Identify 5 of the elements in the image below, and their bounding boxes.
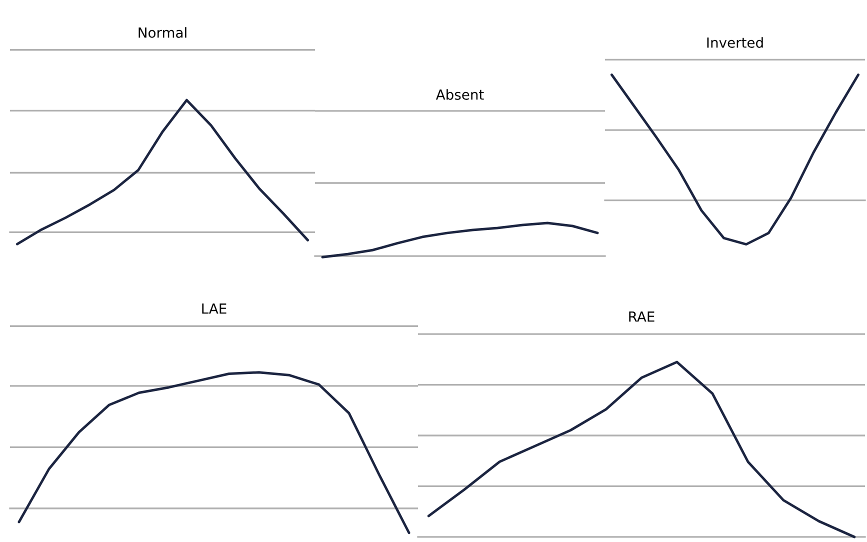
chart-title: LAE bbox=[202, 304, 226, 314]
chart-title: Inverted bbox=[707, 37, 763, 48]
chart-title: RAE bbox=[629, 312, 654, 322]
chart-title: Normal bbox=[138, 27, 186, 38]
chart-title: Absent bbox=[436, 89, 484, 100]
